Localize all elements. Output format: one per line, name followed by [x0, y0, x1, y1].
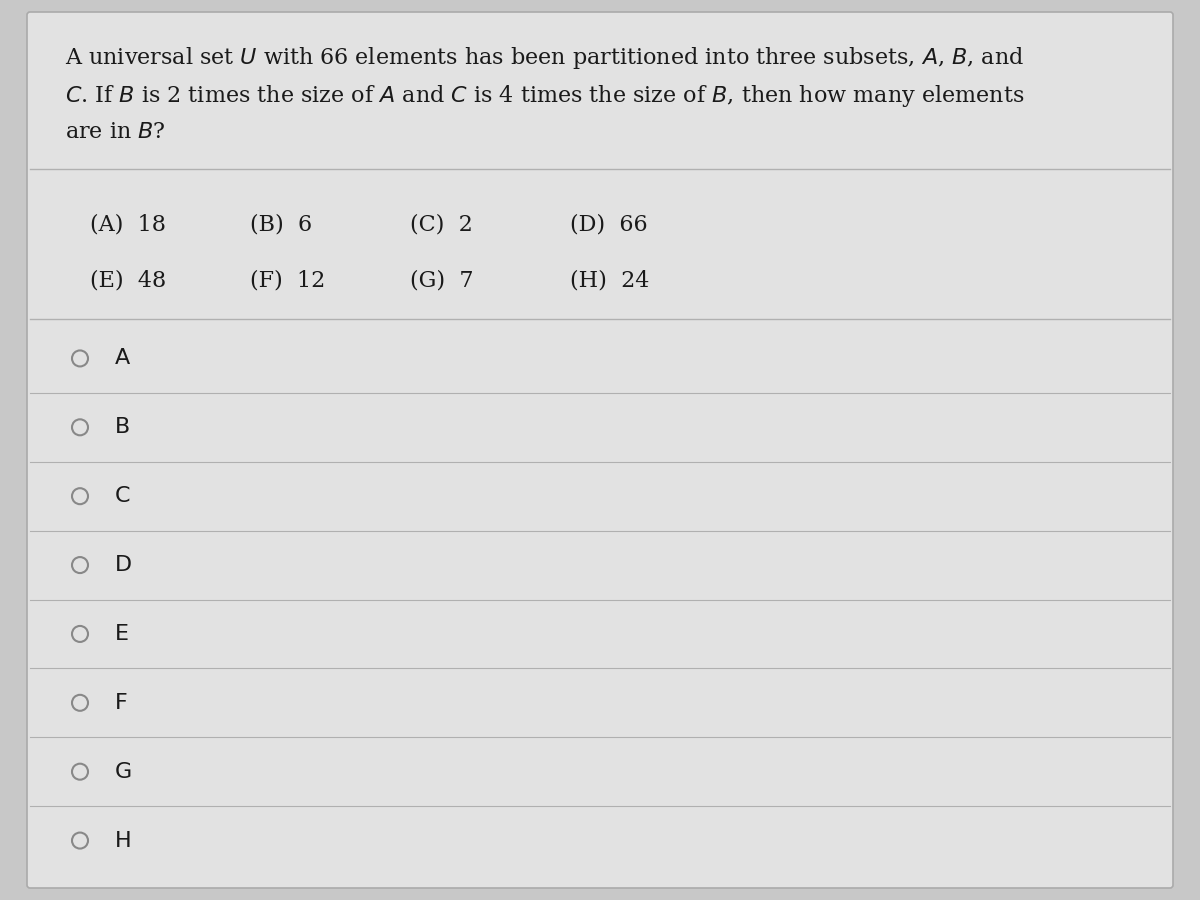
Text: G: G: [115, 761, 132, 782]
Text: F: F: [115, 693, 127, 713]
Text: $\mathit{C}$. If $\mathit{B}$ is 2 times the size of $\mathit{A}$ and $\mathit{C: $\mathit{C}$. If $\mathit{B}$ is 2 times…: [65, 83, 1025, 109]
Text: A universal set $\mathit{U}$ with 66 elements has been partitioned into three su: A universal set $\mathit{U}$ with 66 ele…: [65, 45, 1024, 71]
Text: (H)  24: (H) 24: [570, 269, 649, 291]
Text: E: E: [115, 624, 130, 644]
Text: (B)  6: (B) 6: [250, 214, 312, 236]
Text: (D)  66: (D) 66: [570, 214, 648, 236]
Text: (G)  7: (G) 7: [410, 269, 474, 291]
Text: (F)  12: (F) 12: [250, 269, 325, 291]
Text: H: H: [115, 831, 132, 850]
Text: (A)  18: (A) 18: [90, 214, 166, 236]
Text: A: A: [115, 348, 131, 368]
Text: B: B: [115, 418, 131, 437]
Text: (C)  2: (C) 2: [410, 214, 473, 236]
Text: D: D: [115, 555, 132, 575]
Text: C: C: [115, 486, 131, 506]
FancyBboxPatch shape: [28, 12, 1174, 888]
Text: are in $\mathit{B}$?: are in $\mathit{B}$?: [65, 121, 166, 143]
Text: (E)  48: (E) 48: [90, 269, 167, 291]
